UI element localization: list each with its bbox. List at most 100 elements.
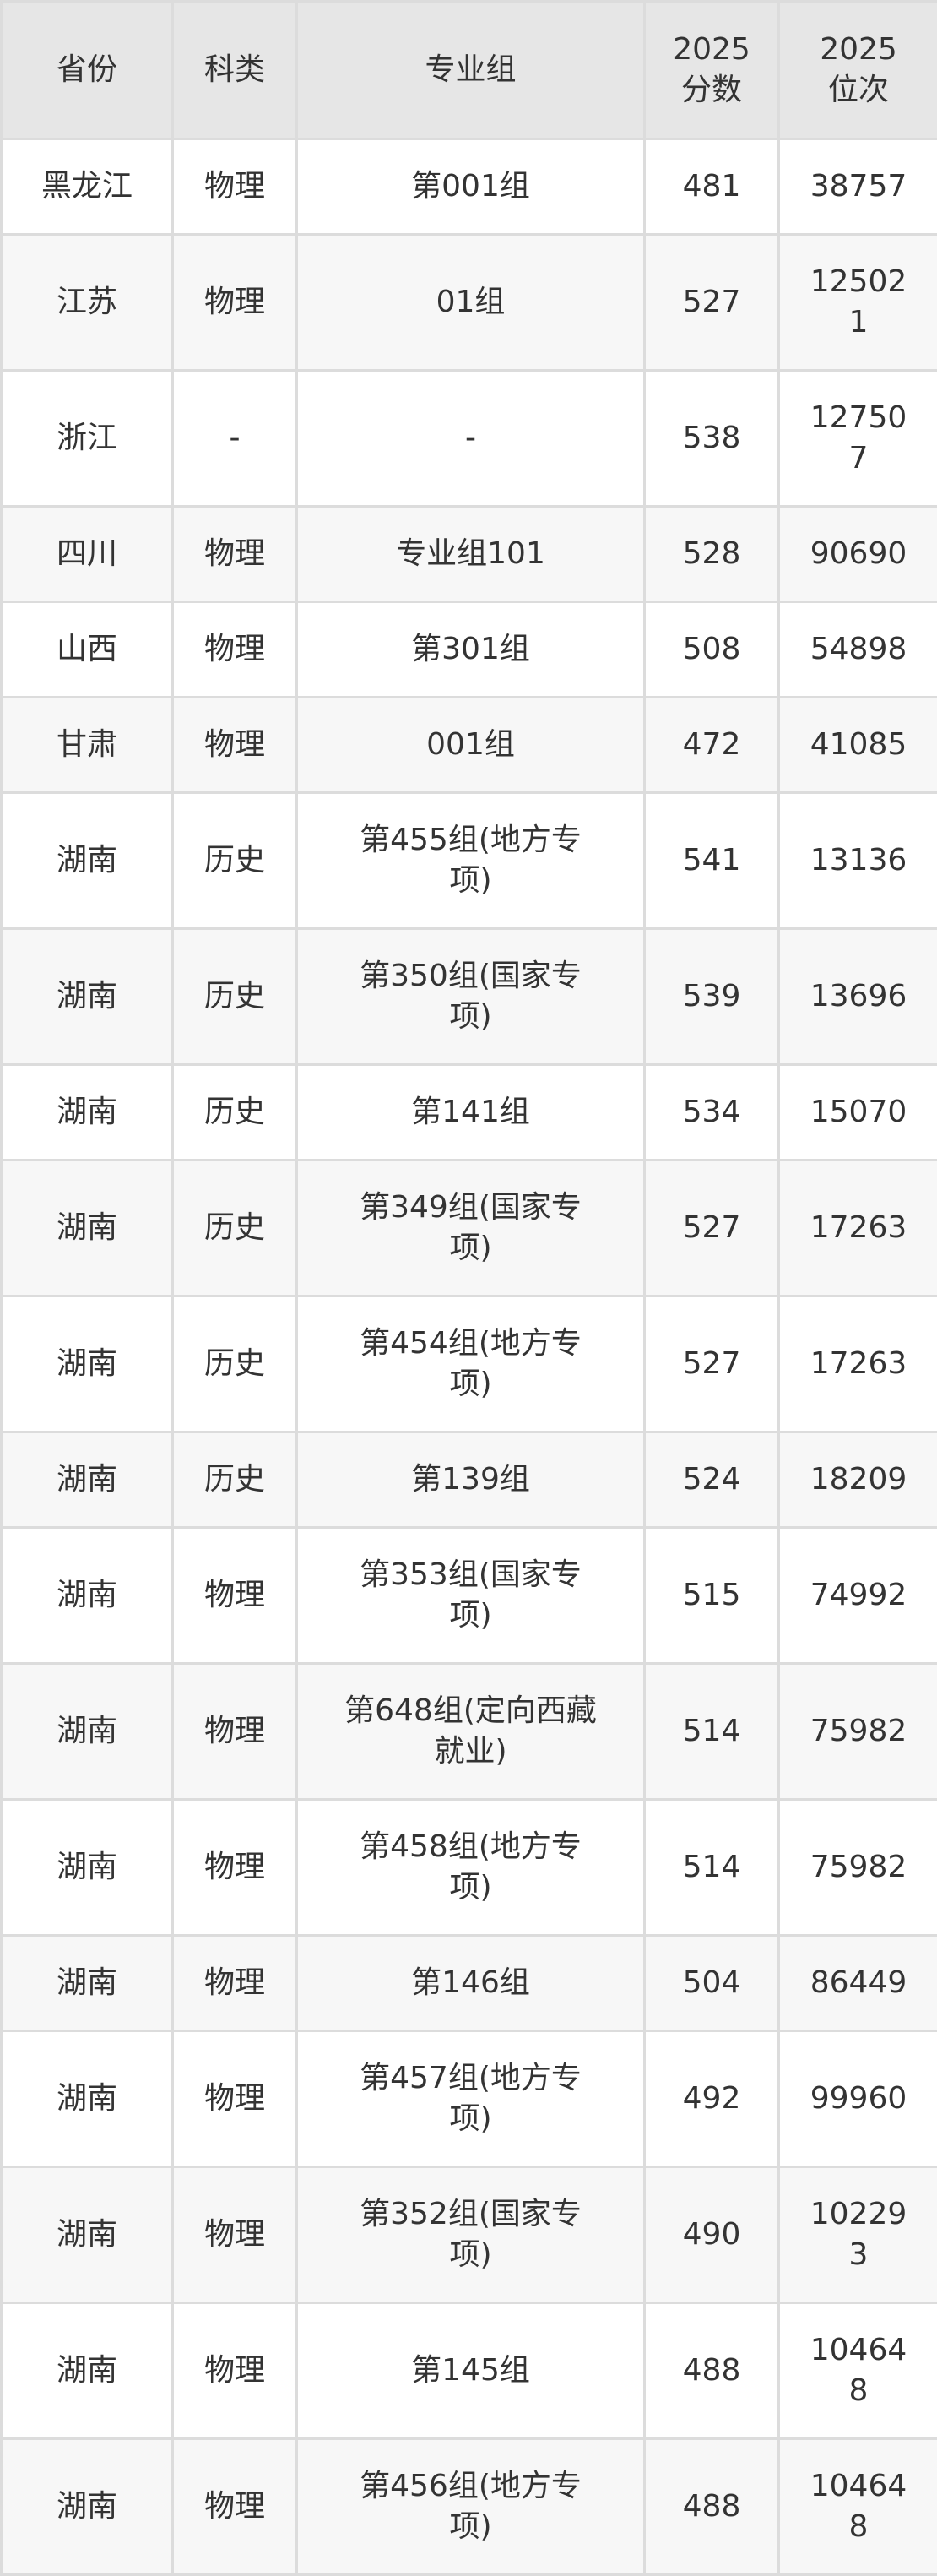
cell-score: 488 bbox=[645, 2439, 779, 2575]
cell-province: 湖南 bbox=[2, 929, 173, 1065]
header-subject: 科类 bbox=[173, 2, 297, 139]
cell-subject: 物理 bbox=[173, 1800, 297, 1936]
cell-rank: 18209 bbox=[779, 1432, 937, 1528]
cell-subject: 物理 bbox=[173, 139, 297, 235]
cell-group: 第350组(国家专项) bbox=[297, 929, 645, 1065]
cell-subject: 物理 bbox=[173, 698, 297, 793]
cell-province: 湖南 bbox=[2, 2303, 173, 2439]
cell-rank: 15070 bbox=[779, 1065, 937, 1160]
cell-group: 第454组(地方专项) bbox=[297, 1296, 645, 1432]
cell-score: 490 bbox=[645, 2167, 779, 2303]
cell-province: 湖南 bbox=[2, 1065, 173, 1160]
cell-score: 527 bbox=[645, 1296, 779, 1432]
cell-rank: 54898 bbox=[779, 602, 937, 698]
cell-subject: 历史 bbox=[173, 929, 297, 1065]
cell-province: 黑龙江 bbox=[2, 139, 173, 235]
header-group: 专业组 bbox=[297, 2, 645, 139]
cell-group: 第301组 bbox=[297, 602, 645, 698]
cell-subject: 物理 bbox=[173, 2303, 297, 2439]
cell-province: 甘肃 bbox=[2, 698, 173, 793]
cell-rank: 86449 bbox=[779, 1936, 937, 2031]
cell-subject: 历史 bbox=[173, 1296, 297, 1432]
cell-group: 001组 bbox=[297, 698, 645, 793]
cell-group: - bbox=[297, 371, 645, 507]
cell-score: 492 bbox=[645, 2031, 779, 2167]
cell-province: 湖南 bbox=[2, 2439, 173, 2575]
cell-score: 472 bbox=[645, 698, 779, 793]
cell-group: 第458组(地方专项) bbox=[297, 1800, 645, 1936]
cell-score: 504 bbox=[645, 1936, 779, 2031]
cell-score: 481 bbox=[645, 139, 779, 235]
cell-score: 488 bbox=[645, 2303, 779, 2439]
cell-province: 湖南 bbox=[2, 1160, 173, 1296]
cell-rank: 13136 bbox=[779, 793, 937, 929]
cell-group: 第352组(国家专项) bbox=[297, 2167, 645, 2303]
cell-rank: 90690 bbox=[779, 507, 937, 602]
cell-province: 湖南 bbox=[2, 793, 173, 929]
cell-province: 浙江 bbox=[2, 371, 173, 507]
cell-score: 508 bbox=[645, 602, 779, 698]
cell-province: 江苏 bbox=[2, 235, 173, 371]
cell-rank: 99960 bbox=[779, 2031, 937, 2167]
cell-subject: 物理 bbox=[173, 1528, 297, 1664]
cell-subject: 物理 bbox=[173, 1664, 297, 1800]
cell-rank: 17263 bbox=[779, 1296, 937, 1432]
cell-group: 第648组(定向西藏就业) bbox=[297, 1664, 645, 1800]
table-header-row: 省份 科类 专业组 2025分数 2025位次 bbox=[2, 2, 937, 139]
cell-province: 湖南 bbox=[2, 1432, 173, 1528]
cell-group: 第146组 bbox=[297, 1936, 645, 2031]
cell-group: 专业组101 bbox=[297, 507, 645, 602]
cell-rank: 38757 bbox=[779, 139, 937, 235]
cell-score: 539 bbox=[645, 929, 779, 1065]
cell-rank: 17263 bbox=[779, 1160, 937, 1296]
cell-score: 527 bbox=[645, 1160, 779, 1296]
cell-rank: 102293 bbox=[779, 2167, 937, 2303]
cell-score: 524 bbox=[645, 1432, 779, 1528]
cell-group: 第141组 bbox=[297, 1065, 645, 1160]
header-rank: 2025位次 bbox=[779, 2, 937, 139]
cell-score: 541 bbox=[645, 793, 779, 929]
cell-subject: 历史 bbox=[173, 1432, 297, 1528]
cell-group: 01组 bbox=[297, 235, 645, 371]
cell-score: 528 bbox=[645, 507, 779, 602]
cell-rank: 104648 bbox=[779, 2439, 937, 2575]
cell-subject: - bbox=[173, 371, 297, 507]
cell-score: 534 bbox=[645, 1065, 779, 1160]
cell-score: 515 bbox=[645, 1528, 779, 1664]
cell-group: 第139组 bbox=[297, 1432, 645, 1528]
cell-province: 四川 bbox=[2, 507, 173, 602]
cell-subject: 历史 bbox=[173, 1160, 297, 1296]
cell-score: 514 bbox=[645, 1664, 779, 1800]
cell-province: 山西 bbox=[2, 602, 173, 698]
cell-group: 第349组(国家专项) bbox=[297, 1160, 645, 1296]
cell-rank: 41085 bbox=[779, 698, 937, 793]
cell-province: 湖南 bbox=[2, 1800, 173, 1936]
cell-subject: 物理 bbox=[173, 235, 297, 371]
cell-subject: 历史 bbox=[173, 793, 297, 929]
cell-rank: 75982 bbox=[779, 1664, 937, 1800]
cell-group: 第455组(地方专项) bbox=[297, 793, 645, 929]
cell-subject: 物理 bbox=[173, 2439, 297, 2575]
cell-province: 湖南 bbox=[2, 2167, 173, 2303]
cell-rank: 127507 bbox=[779, 371, 937, 507]
cell-rank: 13696 bbox=[779, 929, 937, 1065]
